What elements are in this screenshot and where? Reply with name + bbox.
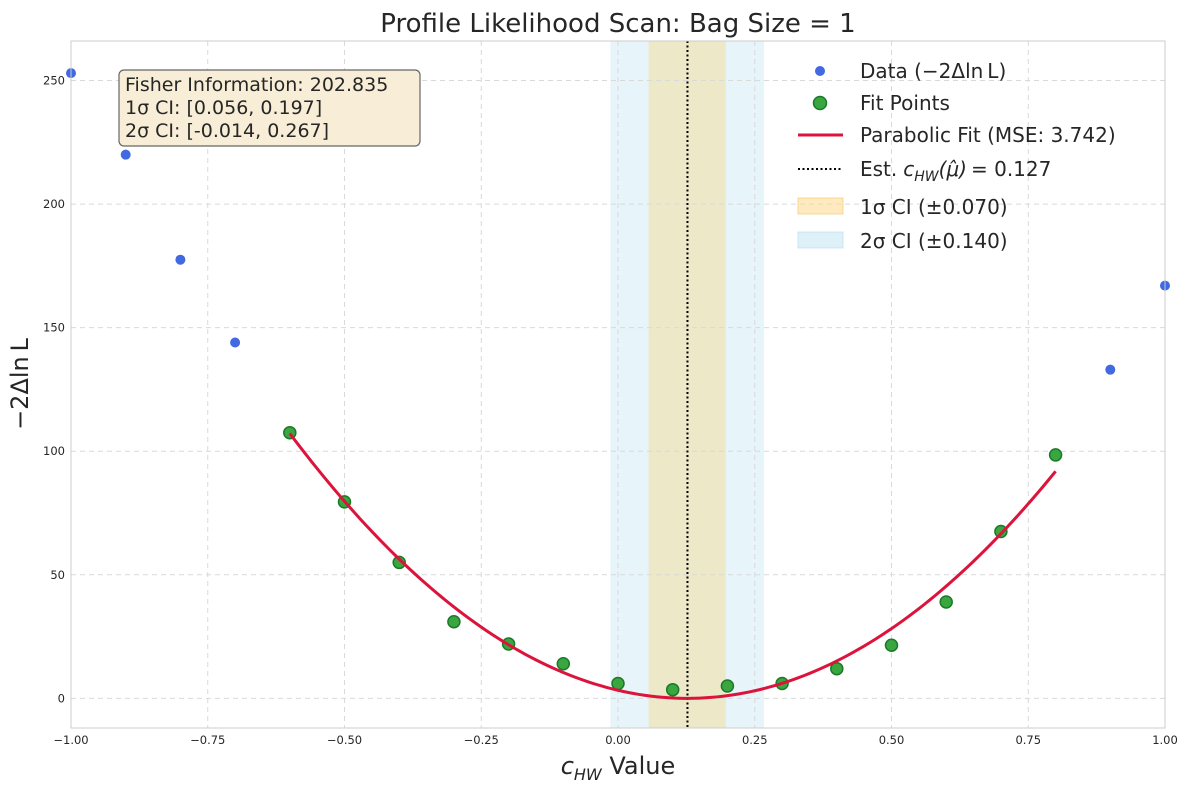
fit-point (939, 595, 953, 609)
fit-point (447, 614, 461, 629)
legend-estimate-sub: HW (914, 169, 940, 185)
legend-estimate-var: c (903, 157, 914, 181)
grid (70, 41, 1166, 728)
legend-marker-fit-points (812, 95, 828, 111)
legend-estimate-prefix: Est. (860, 157, 897, 181)
data-point (230, 337, 241, 348)
x-axis-label-var: c (561, 752, 574, 780)
legend-label-fit-points: Fit Points (860, 91, 950, 115)
x-tick-label: −0.75 (190, 733, 225, 747)
fit-point (884, 638, 899, 652)
legend-marker-data (815, 66, 825, 76)
data-point (1105, 364, 1116, 375)
y-tick-label: 200 (43, 197, 65, 211)
x-tick-label: 1.00 (1152, 733, 1178, 747)
legend: Data (−2Δln L) Fit Points Parabolic Fit … (797, 59, 1116, 253)
x-tick-label: −0.50 (327, 733, 362, 747)
y-tick-label: 250 (43, 74, 65, 88)
fit-point (830, 661, 844, 676)
legend-patch-1sigma (797, 197, 844, 215)
info-2sigma-ci: 2σ CI: [-0.014, 0.267] (125, 120, 329, 142)
x-tick-label: 0.25 (742, 733, 768, 747)
legend-patch-2sigma (797, 231, 844, 249)
x-axis-label: cHW Value (561, 752, 676, 784)
chart-title: Profile Likelihood Scan: Bag Size = 1 (380, 9, 855, 39)
y-tick-label: 0 (58, 691, 65, 705)
fit-point (1048, 448, 1063, 462)
legend-estimate-value: = 0.127 (971, 157, 1051, 181)
y-tick-label: 150 (43, 321, 65, 335)
x-tick-label: 0.75 (1015, 733, 1041, 747)
x-tick-label: 0.50 (879, 733, 905, 747)
y-axis-label: −2Δln L (6, 337, 34, 429)
fit-point (392, 555, 406, 570)
data-point (120, 149, 131, 160)
x-axis-label-rest: Value (602, 752, 676, 780)
x-axis-label-sub: HW (574, 765, 603, 784)
legend-label-1sigma: 1σ CI (±0.070) (860, 195, 1008, 219)
info-box-background (118, 69, 421, 147)
data-point (175, 254, 186, 265)
x-tick-label: −1.00 (53, 733, 88, 747)
y-tick-label: 50 (50, 568, 65, 582)
x-tick-label: −0.25 (464, 733, 499, 747)
plot-frame (70, 40, 1166, 729)
legend-label-2sigma: 2σ CI (±0.140) (860, 229, 1008, 253)
y-tick-label: 100 (43, 444, 65, 458)
plot-data (66, 41, 1170, 728)
fit-point (665, 682, 680, 697)
info-fisher-information: Fisher Information: 202.835 (125, 74, 388, 96)
legend-label-data: Data (−2Δln L) (860, 59, 1006, 83)
tick-labels: −1.00 −0.75 −0.50 −0.25 0.00 0.25 0.50 0.75 1.00… (43, 74, 1178, 747)
parabolic-fit-curve (288, 432, 1057, 700)
legend-estimate-arg: (μ̂) (939, 157, 967, 181)
info-box: Fisher Information: 202.835 1σ CI: [0.05… (118, 69, 421, 147)
info-1sigma-ci: 1σ CI: [0.056, 0.197] (125, 97, 322, 119)
x-tick-label: 0.00 (605, 733, 631, 747)
fit-point (720, 679, 735, 693)
fit-point (556, 656, 571, 671)
legend-label-parabolic-fit: Parabolic Fit (MSE: 3.742) (860, 123, 1116, 147)
legend-label-estimate: Est. cHW(μ̂) = 0.127 (860, 157, 1051, 185)
